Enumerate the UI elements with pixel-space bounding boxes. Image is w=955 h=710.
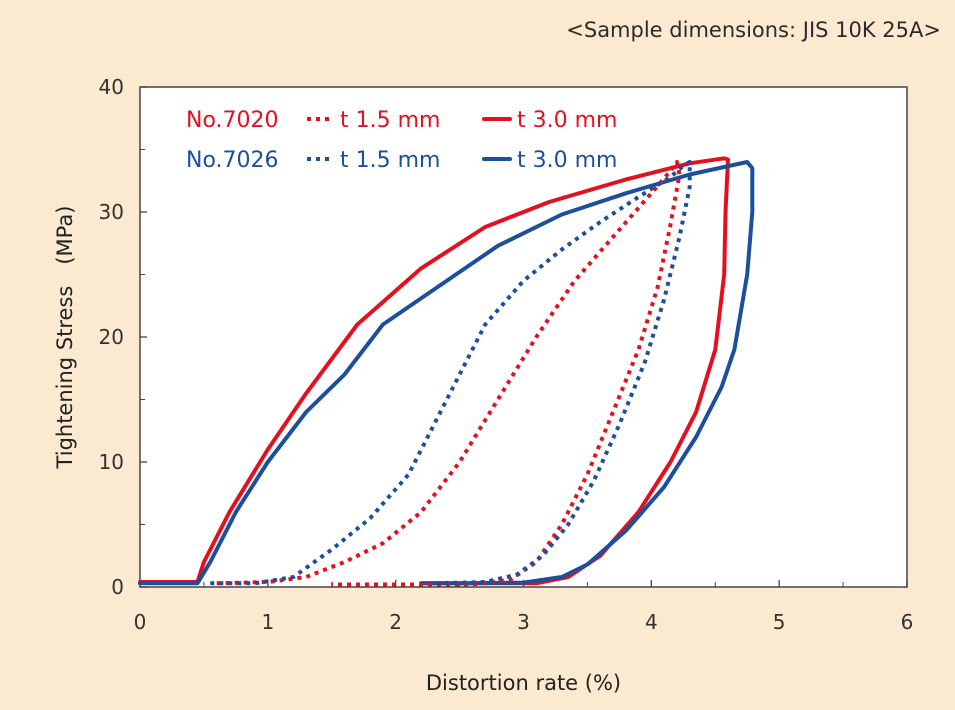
y-tick-label: 40	[99, 75, 124, 99]
plot-area	[139, 86, 908, 588]
series-line-no7026-t15	[210, 160, 692, 586]
y-tick-label: 0	[111, 575, 124, 599]
x-tick-label: 3	[517, 610, 530, 634]
axis-ticks: 0 1 2 3 4 5 6 0 10 20 30 40	[99, 75, 914, 634]
legend-dotted-label: t 1.5 mm	[340, 148, 440, 173]
x-tick-label: 0	[134, 610, 147, 634]
x-tick-label: 6	[901, 610, 914, 634]
series-line-no7020-t15	[216, 160, 682, 587]
legend-product-label: No.7026	[186, 148, 279, 173]
y-tick-label: 20	[99, 325, 124, 349]
x-tick-label: 5	[773, 610, 786, 634]
legend: No.7020 t 1.5 mm t 3.0 mm No.7026 t 1.5 mm t …	[186, 108, 617, 173]
series-layer	[138, 156, 755, 587]
y-axis-title: Tightening Stress (MPa)	[53, 206, 77, 470]
sample-dimensions-caption: <Sample dimensions: JIS 10K 25A>	[566, 18, 941, 42]
series-line-no7026-t30	[138, 160, 755, 586]
x-tick-label: 1	[261, 610, 274, 634]
y-tick-label: 30	[99, 200, 124, 224]
legend-solid-label: t 3.0 mm	[517, 148, 617, 173]
x-tick-label: 4	[645, 610, 658, 634]
legend-dotted-label: t 1.5 mm	[340, 108, 440, 133]
y-tick-label: 10	[99, 450, 124, 474]
x-axis-title: Distortion rate (%)	[426, 671, 621, 695]
legend-product-label: No.7020	[186, 108, 279, 133]
legend-solid-label: t 3.0 mm	[517, 108, 617, 133]
x-tick-label: 2	[389, 610, 402, 634]
